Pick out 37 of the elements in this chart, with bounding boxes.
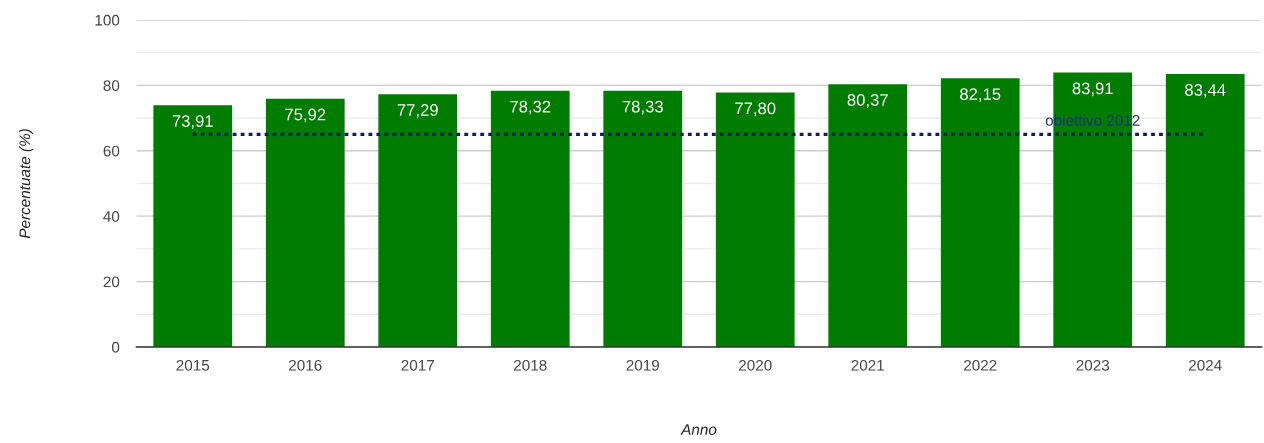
- data-label: 77,80: [735, 102, 776, 117]
- y-tick-label: 20: [103, 276, 120, 288]
- y-tick-label: 0: [111, 341, 120, 353]
- x-tick-label: 2019: [626, 359, 660, 371]
- bar: [603, 90, 683, 347]
- bar: [1165, 74, 1245, 347]
- data-label: 83,91: [1072, 82, 1113, 97]
- data-label: 73,91: [172, 115, 213, 129]
- bar: [828, 84, 908, 347]
- y-tick-label: 40: [103, 211, 120, 222]
- x-tick-label: 2017: [401, 359, 434, 371]
- data-label: 82,15: [960, 88, 1001, 102]
- data-label: 75,92: [285, 108, 326, 123]
- x-tick-label: 2015: [176, 359, 210, 371]
- y-tick-label: 80: [103, 80, 120, 92]
- bar: [378, 94, 458, 347]
- data-label: 77,29: [397, 104, 438, 118]
- bar: [490, 90, 570, 347]
- bar: [715, 92, 795, 347]
- x-tick-label: 2024: [1189, 359, 1222, 371]
- bar: [940, 78, 1020, 347]
- x-tick-label: 2020: [739, 359, 772, 371]
- x-tick-label: 2023: [1076, 359, 1110, 371]
- data-label: 83,44: [1185, 84, 1226, 98]
- x-axis-title: Anno: [680, 424, 717, 435]
- y-axis-title: Percentuate (%): [19, 129, 34, 239]
- y-tick-label: 60: [103, 145, 120, 157]
- data-label: 78,32: [510, 100, 551, 115]
- data-label: 78,33: [622, 100, 663, 115]
- y-tick-label: 100: [95, 14, 120, 26]
- bar: [153, 105, 233, 347]
- data-label: 80,37: [847, 94, 888, 108]
- x-tick-label: 2022: [964, 359, 997, 371]
- x-tick-label: 2018: [514, 359, 547, 371]
- x-tick-label: 2021: [851, 359, 884, 371]
- x-tick-label: 2016: [289, 359, 322, 371]
- bar: [265, 98, 345, 347]
